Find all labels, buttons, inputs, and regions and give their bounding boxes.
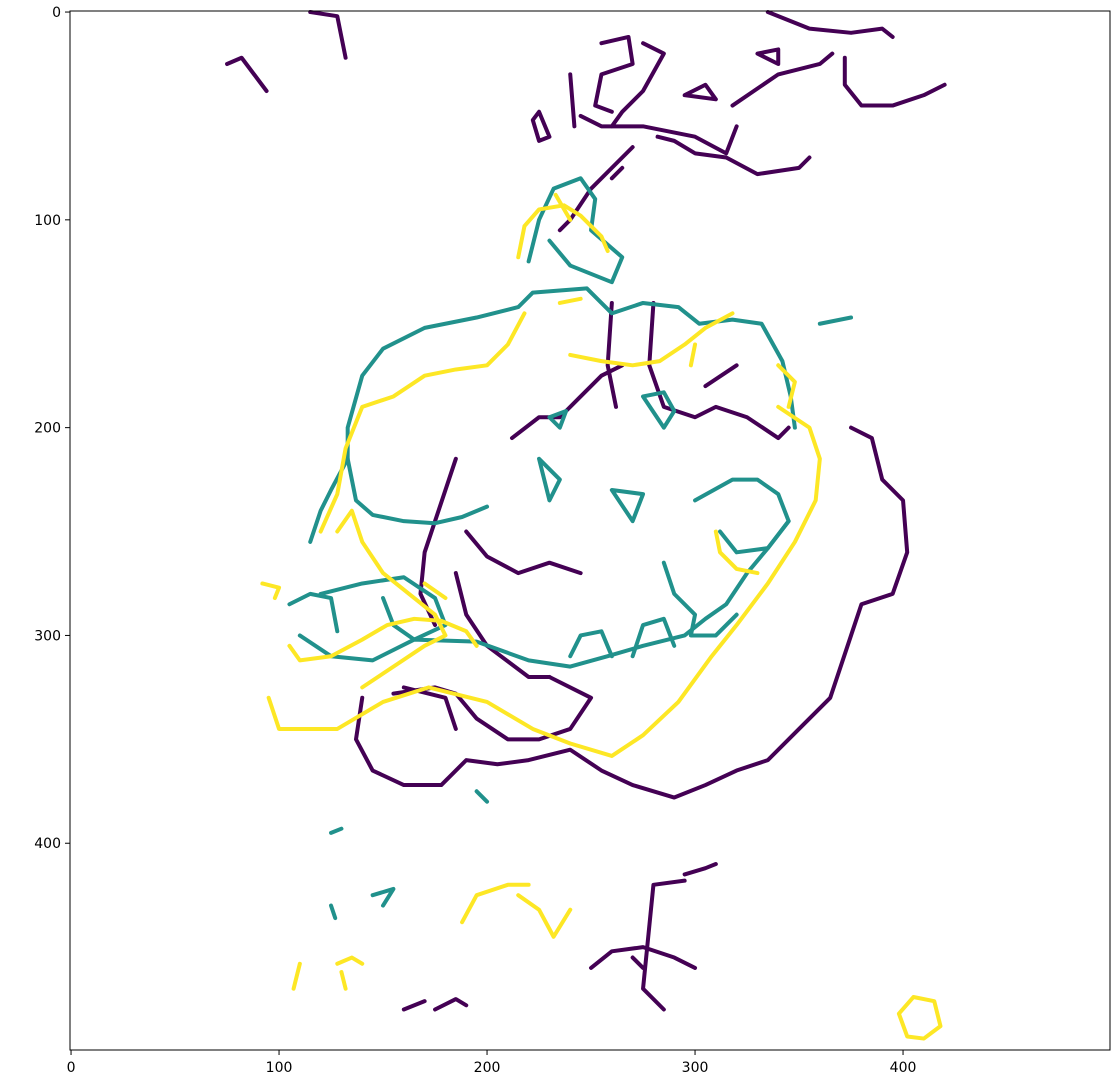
contour-image	[227, 12, 945, 1039]
x-tick-label: 300	[682, 1060, 709, 1076]
x-tick-label: 0	[67, 1060, 76, 1076]
axes-frame	[69, 10, 1111, 1051]
y-tick-label: 200	[34, 421, 61, 437]
y-tick-label: 300	[34, 628, 61, 644]
x-tick-label: 100	[266, 1060, 293, 1076]
y-tick-label: 400	[34, 836, 61, 852]
y-tick-label: 100	[34, 213, 61, 229]
x-tick-label: 200	[474, 1060, 501, 1076]
x-tick-label: 400	[890, 1060, 917, 1076]
y-tick-label: 0	[52, 5, 61, 21]
